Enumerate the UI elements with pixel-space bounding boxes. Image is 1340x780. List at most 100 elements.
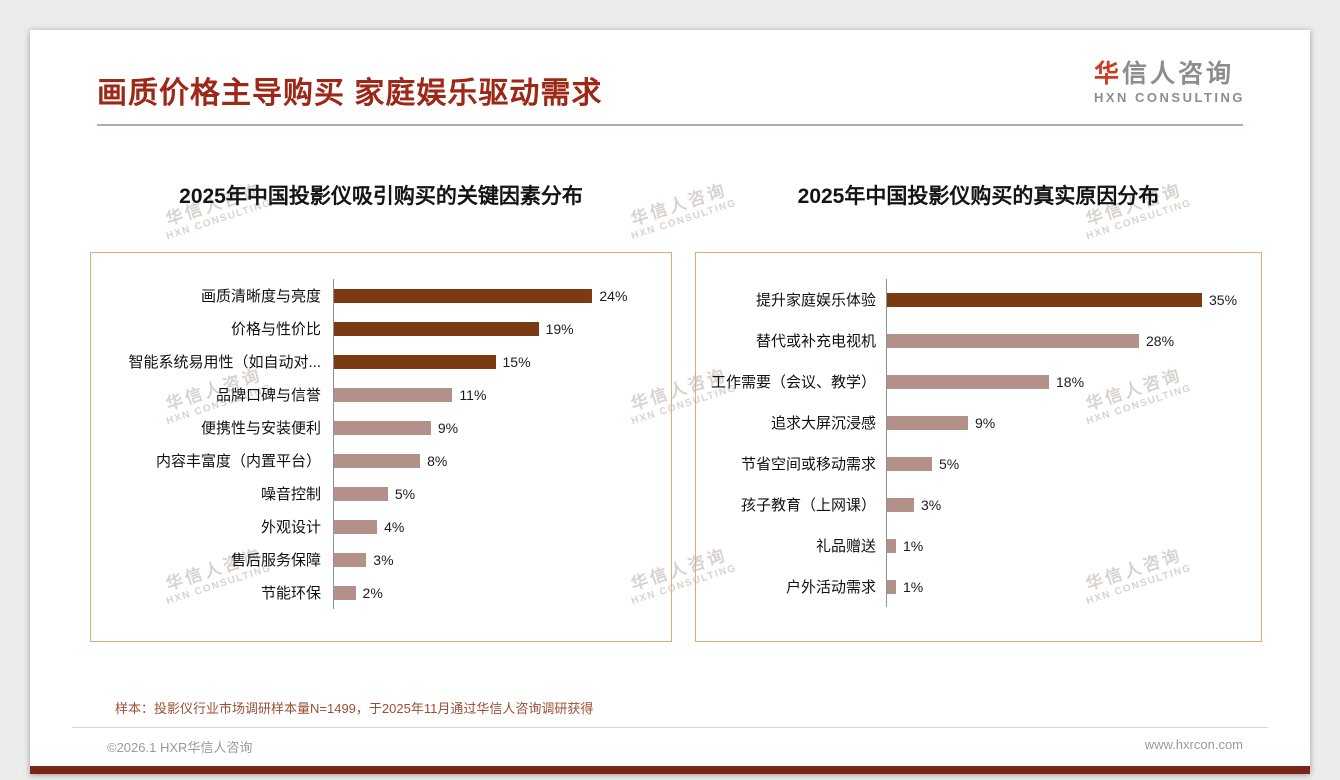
bar-track: 18% xyxy=(886,361,1247,402)
bar xyxy=(334,552,367,567)
bar-value: 2% xyxy=(362,584,383,601)
right-chart: 2025年中国投影仪购买的真实原因分布 提升家庭娱乐体验 35% 替代或补充电视机 2… xyxy=(695,182,1262,642)
bar-value: 5% xyxy=(939,455,960,472)
bar-value: 28% xyxy=(1146,332,1175,349)
page-title: 画质价格主导购买 家庭娱乐驱动需求 xyxy=(97,77,603,110)
slide-content: 画质价格主导购买 家庭娱乐驱动需求 华信人咨询 HXN CONSULTING 2… xyxy=(30,30,1310,774)
bar-value: 5% xyxy=(394,485,416,502)
bar-value: 11% xyxy=(459,386,487,403)
bar-label: 外观设计 xyxy=(260,519,321,536)
bar-track: 24% xyxy=(333,279,657,312)
bar-label: 提升家庭娱乐体验 xyxy=(755,292,876,309)
bar-track: 11% xyxy=(333,378,657,411)
right-chart-title: 2025年中国投影仪购买的真实原因分布 xyxy=(797,185,1160,208)
bar xyxy=(334,288,593,303)
bottom-accent-bar xyxy=(30,766,1310,774)
logo-chinese-name: 华信人咨询 xyxy=(1094,60,1245,88)
bar-label: 替代或补充电视机 xyxy=(755,333,876,350)
bar xyxy=(334,486,388,501)
bar-label: 售后服务保障 xyxy=(230,552,321,569)
bar-track: 5% xyxy=(886,443,1247,484)
bar-value: 1% xyxy=(903,578,924,595)
bar-row: 工作需要（会议、教学） 18% xyxy=(708,361,1247,402)
bar-label: 画质清晰度与亮度 xyxy=(200,288,321,305)
bar-track: 35% xyxy=(886,279,1247,320)
bar-value: 18% xyxy=(1056,373,1085,390)
bar-row: 礼品赠送 1% xyxy=(708,525,1247,566)
bar xyxy=(887,333,1139,348)
bar-track: 1% xyxy=(886,525,1247,566)
bar-value: 8% xyxy=(427,452,448,469)
bar xyxy=(887,497,914,512)
bar-row: 替代或补充电视机 28% xyxy=(708,320,1247,361)
bar-track: 2% xyxy=(333,576,657,609)
bar-track: 19% xyxy=(333,312,657,345)
bar-row: 便携性与安装便利 9% xyxy=(103,411,657,444)
bar-value: 19% xyxy=(545,320,574,337)
slide-card: 华信人咨询 HXN CONSULTING 华信人咨询 HXN CONSULTING 华信… xyxy=(30,30,1310,774)
bar xyxy=(334,519,378,534)
bar-value: 35% xyxy=(1209,291,1238,308)
left-chart-title: 2025年中国投影仪吸引购买的关键因素分布 xyxy=(179,185,583,208)
title-divider xyxy=(97,124,1243,126)
bar-label: 价格与性价比 xyxy=(230,321,321,338)
bar-value: 9% xyxy=(437,419,459,436)
bar-row: 价格与性价比 19% xyxy=(103,312,657,345)
bar xyxy=(887,579,896,594)
bar-track: 28% xyxy=(886,320,1247,361)
bar-row: 智能系统易用性（如自动对... 15% xyxy=(103,345,657,378)
right-chart-panel: 提升家庭娱乐体验 35% 替代或补充电视机 28% 工作需要（会议、教学） 18% 追求大屏… xyxy=(695,252,1262,642)
bar-track: 3% xyxy=(333,543,657,576)
bar xyxy=(887,415,968,430)
bar xyxy=(887,292,1202,307)
bar-value: 3% xyxy=(921,496,942,513)
bar-row: 品牌口碑与信誉 11% xyxy=(103,378,657,411)
bar xyxy=(334,354,496,369)
bar-label: 户外活动需求 xyxy=(785,579,876,596)
bar xyxy=(334,585,356,600)
bar-label: 品牌口碑与信誉 xyxy=(215,387,321,404)
bar-row: 外观设计 4% xyxy=(103,510,657,543)
bar-track: 9% xyxy=(333,411,657,444)
bar-track: 15% xyxy=(333,345,657,378)
bar-row: 节能环保 2% xyxy=(103,576,657,609)
bar-value: 15% xyxy=(502,353,531,370)
bar-row: 提升家庭娱乐体验 35% xyxy=(708,279,1247,320)
bar-track: 3% xyxy=(886,484,1247,525)
bar-label: 孩子教育（上网课） xyxy=(740,497,876,514)
bar-label: 内容丰富度（内置平台） xyxy=(155,453,321,470)
bar xyxy=(887,538,896,553)
bar-label: 礼品赠送 xyxy=(815,538,876,555)
bar-label: 节省空间或移动需求 xyxy=(740,456,876,473)
bar-track: 9% xyxy=(886,402,1247,443)
bar-label: 节能环保 xyxy=(260,585,321,602)
bar-value: 9% xyxy=(975,414,996,431)
copyright-text: ©2026.1 HXR华信人咨询 xyxy=(107,740,253,755)
bar-track: 5% xyxy=(333,477,657,510)
bar-row: 节省空间或移动需求 5% xyxy=(708,443,1247,484)
bar-row: 追求大屏沉浸感 9% xyxy=(708,402,1247,443)
left-chart-panel: 画质清晰度与亮度 24% 价格与性价比 19% 智能系统易用性（如自动对... 15% 品牌… xyxy=(90,252,672,642)
bar-value: 1% xyxy=(903,537,924,554)
bar-track: 4% xyxy=(333,510,657,543)
bar-value: 4% xyxy=(384,518,405,535)
bar-row: 孩子教育（上网课） 3% xyxy=(708,484,1247,525)
charts-row: 2025年中国投影仪吸引购买的关键因素分布 画质清晰度与亮度 24% 价格与性价比 1… xyxy=(30,182,1310,642)
logo-mark: 华 xyxy=(1093,60,1122,88)
bar-label: 工作需要（会议、教学） xyxy=(710,374,876,391)
bar xyxy=(334,321,539,336)
bar xyxy=(887,456,932,471)
bar-label: 便携性与安装便利 xyxy=(200,420,321,437)
bar-label: 追求大屏沉浸感 xyxy=(770,415,876,432)
bar-row: 画质清晰度与亮度 24% xyxy=(103,279,657,312)
bar-label: 智能系统易用性（如自动对... xyxy=(128,354,321,371)
bar-value: 24% xyxy=(599,287,628,304)
left-chart: 2025年中国投影仪吸引购买的关键因素分布 画质清晰度与亮度 24% 价格与性价比 1… xyxy=(90,182,672,642)
sample-note: 样本：投影仪行业市场调研样本量N=1499，于2025年11月通过华信人咨询调研… xyxy=(115,701,594,716)
website-url: www.hxrcon.com xyxy=(1144,737,1243,752)
bar xyxy=(334,453,421,468)
footer: ©2026.1 HXR华信人咨询 www.hxrcon.com xyxy=(30,728,1310,756)
bar-label: 噪音控制 xyxy=(260,486,321,503)
company-logo: 华信人咨询 HXN CONSULTING xyxy=(1094,60,1245,106)
bar-row: 内容丰富度（内置平台） 8% xyxy=(103,444,657,477)
